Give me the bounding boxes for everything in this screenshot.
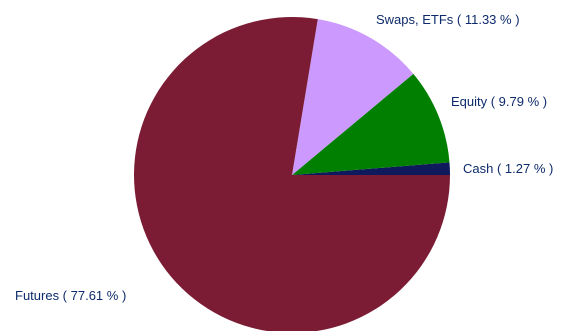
slice-labels: Cash ( 1.27 % ) Equity ( 9.79 % ) Swaps,… [15,12,553,303]
pie-slice-cash [292,162,451,175]
pie-slice-equity [292,73,450,175]
label-swaps-etfs: Swaps, ETFs ( 11.33 % ) [376,12,520,27]
pie-slices [134,17,451,331]
label-cash: Cash ( 1.27 % ) [463,161,553,176]
pie-slice-futures [134,17,450,331]
label-equity: Equity ( 9.79 % ) [451,94,547,109]
pie-slice-swaps-etfs [292,19,414,175]
label-futures: Futures ( 77.61 % ) [15,288,126,303]
